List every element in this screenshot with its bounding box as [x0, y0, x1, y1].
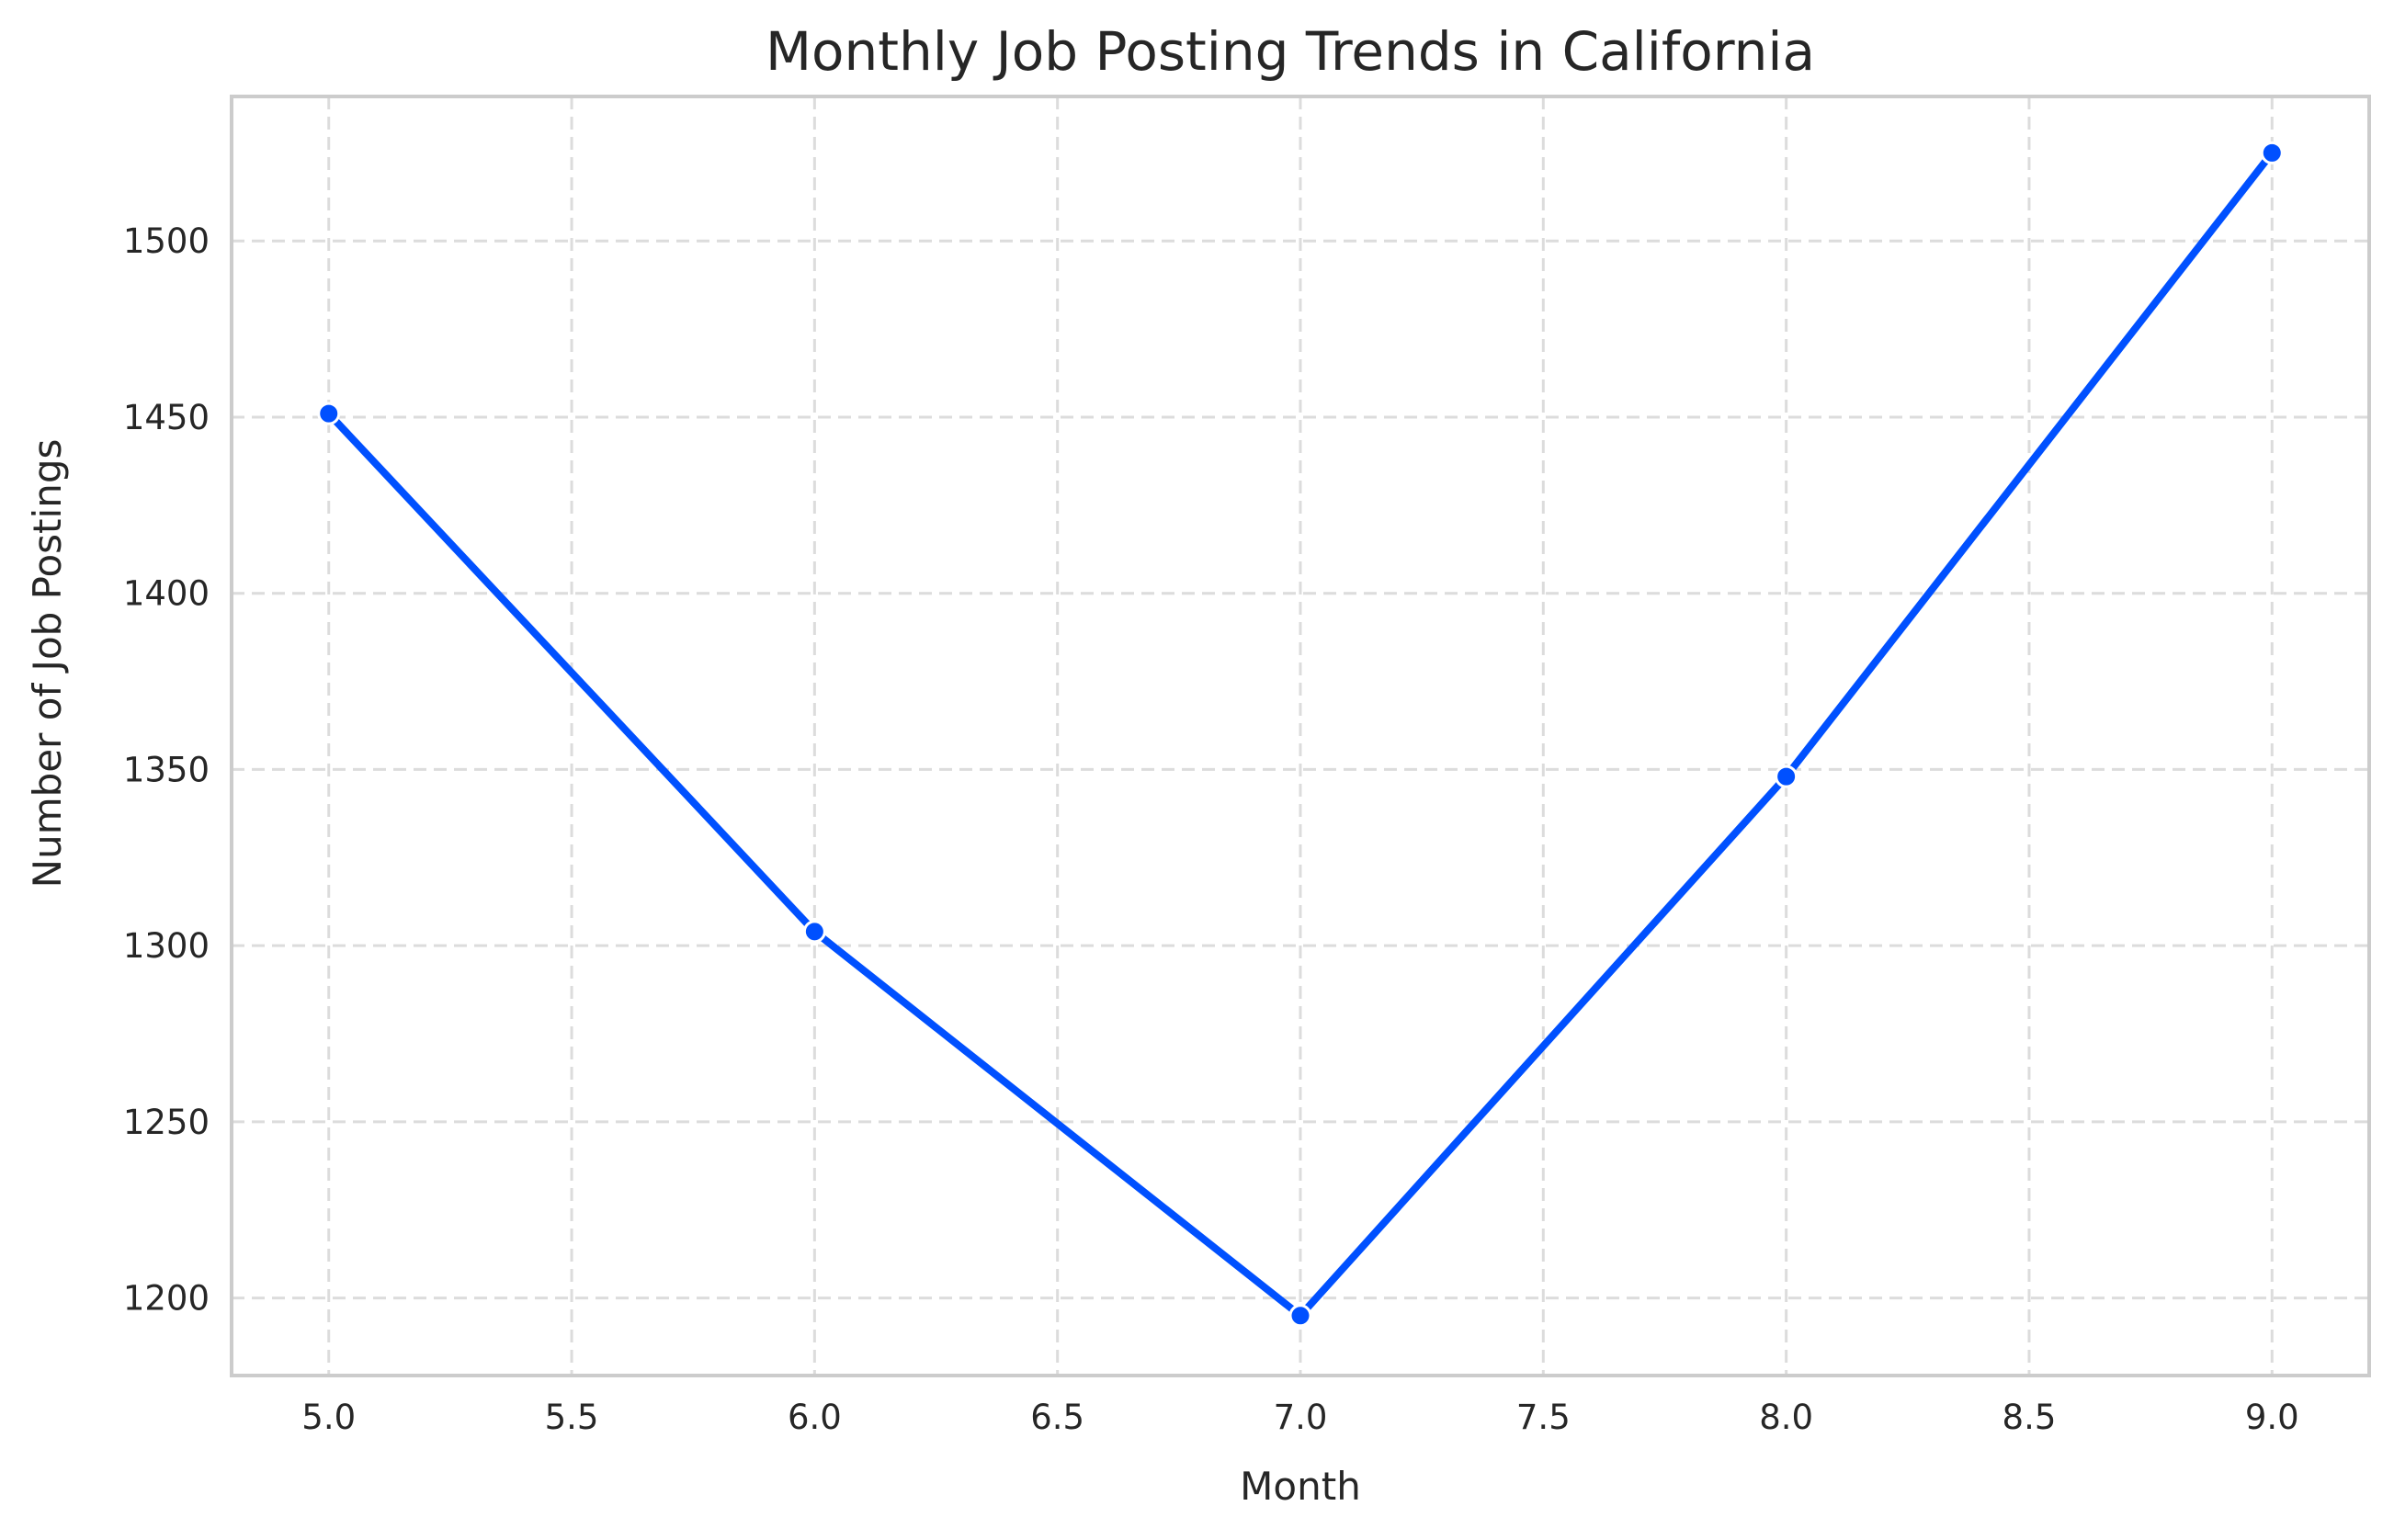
- data-point: [317, 402, 341, 425]
- y-tick-label: 1200: [123, 1279, 210, 1319]
- y-tick-label: 1450: [123, 398, 210, 437]
- x-tick-label: 7.0: [1274, 1398, 1328, 1437]
- data-point: [802, 920, 826, 944]
- y-tick-label: 1250: [123, 1103, 210, 1142]
- chart-title: Monthly Job Posting Trends in California: [766, 20, 1815, 83]
- series-layer: [317, 141, 2284, 1328]
- x-tick-label: 9.0: [2245, 1398, 2299, 1437]
- tick-labels: 5.0 5.5 6.0 6.5 7.0 7.5 8.0 8.5 9.0 1200 1250 1300 1…: [123, 221, 2299, 1437]
- y-tick-label: 1350: [123, 750, 210, 789]
- x-tick-label: 5.0: [301, 1398, 356, 1437]
- x-tick-label: 6.0: [788, 1398, 842, 1437]
- x-tick-label: 8.5: [2003, 1398, 2057, 1437]
- y-tick-label: 1300: [123, 926, 210, 966]
- data-point: [2260, 141, 2284, 164]
- x-tick-label: 5.5: [545, 1398, 599, 1437]
- y-tick-label: 1400: [123, 574, 210, 614]
- plot-frame: [230, 95, 2371, 1377]
- data-point: [1288, 1304, 1312, 1328]
- y-tick-label: 1500: [123, 221, 210, 261]
- x-tick-label: 7.5: [1516, 1398, 1571, 1437]
- data-point: [1775, 764, 1798, 788]
- x-tick-label: 8.0: [1759, 1398, 1813, 1437]
- x-tick-label: 6.5: [1030, 1398, 1084, 1437]
- x-axis-label: Month: [1240, 1464, 1361, 1509]
- grid-lines: [232, 96, 2369, 1376]
- y-axis-label: Number of Job Postings: [25, 439, 70, 889]
